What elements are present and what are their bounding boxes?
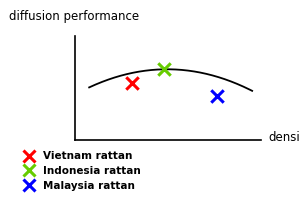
Point xyxy=(214,95,219,98)
Legend: Vietnam rattan, Indonesia rattan, Malaysia rattan: Vietnam rattan, Indonesia rattan, Malays… xyxy=(14,147,145,195)
Text: density: density xyxy=(268,130,300,144)
Point xyxy=(161,68,166,71)
Text: diffusion performance: diffusion performance xyxy=(9,10,139,23)
Point xyxy=(129,81,134,84)
